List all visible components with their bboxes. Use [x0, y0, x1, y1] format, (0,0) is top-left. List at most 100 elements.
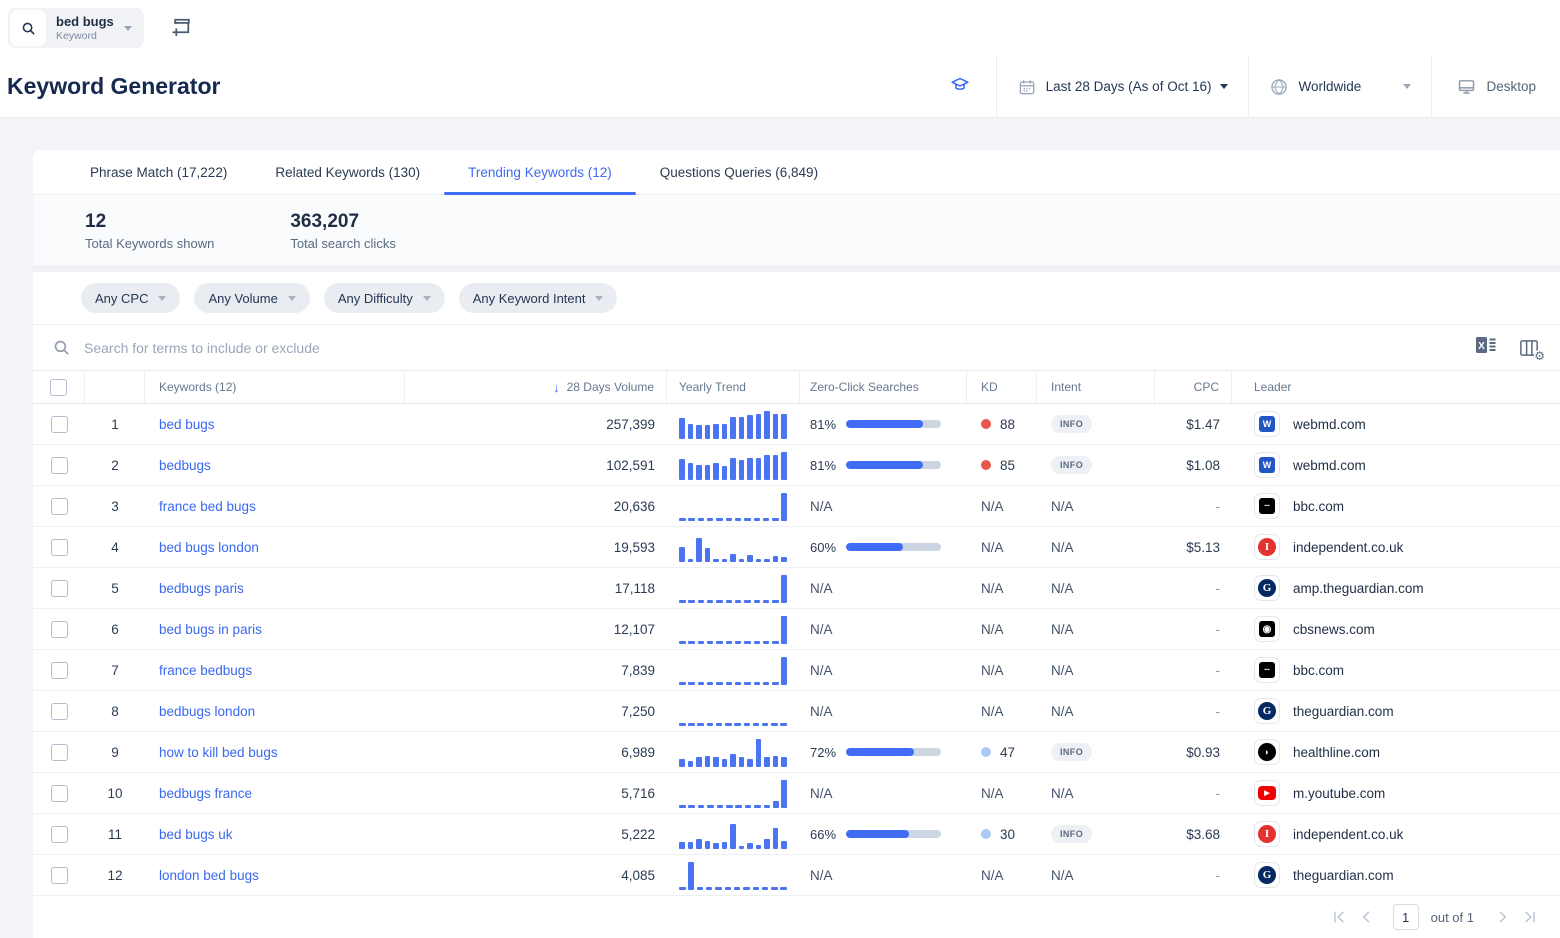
zero-click-bar	[846, 420, 941, 428]
intent-cell: INFO	[1037, 445, 1155, 485]
keyword-link[interactable]: bedbugs london	[159, 703, 256, 719]
table-row: 3 france bed bugs 20,636 N/A N/A N/A - ▪…	[33, 486, 1560, 527]
leader-cell: G theguardian.com	[1232, 691, 1560, 731]
add-to-list-button[interactable]	[169, 14, 194, 42]
column-cpc: CPC	[1155, 371, 1232, 403]
tab-phrase-match[interactable]: Phrase Match (17,222)	[90, 164, 228, 180]
row-index: 4	[111, 539, 119, 555]
tab-bar: Phrase Match (17,222) Related Keywords (…	[33, 150, 1560, 195]
row-index: 7	[111, 662, 119, 678]
prev-page-icon[interactable]	[1359, 909, 1375, 925]
keyword-link[interactable]: london bed bugs	[159, 867, 259, 883]
row-checkbox[interactable]	[50, 702, 68, 720]
filter-volume[interactable]: Any Volume	[194, 283, 310, 313]
select-all-checkbox[interactable]	[50, 378, 67, 396]
volume-value: 5,716	[621, 785, 655, 801]
cbs-favicon-icon: ◉	[1254, 616, 1280, 642]
cpc-value: $0.93	[1186, 744, 1220, 760]
column-index	[85, 371, 145, 403]
kd-cell: N/A	[981, 539, 1004, 555]
graduation-cap-icon	[949, 74, 971, 99]
keyword-link[interactable]: bed bugs	[159, 416, 215, 432]
row-index: 5	[111, 580, 119, 596]
date-range-selector[interactable]: Last 28 Days (As of Oct 16)	[997, 56, 1249, 117]
volume-value: 4,085	[621, 867, 655, 883]
row-checkbox[interactable]	[50, 661, 68, 679]
table-row: 1 bed bugs 257,399 81% 88 INFO $1.47 W w…	[33, 404, 1560, 445]
keyword-link[interactable]: bedbugs france	[159, 785, 253, 801]
yearly-trend-chart	[679, 696, 787, 726]
first-page-icon[interactable]	[1331, 909, 1347, 925]
leader-cell: ◗ healthline.com	[1232, 732, 1560, 772]
terms-search-input[interactable]	[84, 339, 1461, 356]
row-checkbox[interactable]	[50, 579, 68, 597]
webmd-favicon-icon: W	[1254, 411, 1280, 437]
keyword-link[interactable]: bed bugs london	[159, 539, 259, 555]
tab-trending-keywords[interactable]: Trending Keywords (12)	[444, 150, 636, 195]
kd-dot-icon	[981, 829, 991, 839]
zero-click-bar	[846, 543, 941, 551]
table-row: 2 bedbugs 102,591 81% 85 INFO $1.08 W we…	[33, 445, 1560, 486]
volume-value: 17,118	[614, 580, 655, 596]
keyword-link[interactable]: bedbugs paris	[159, 580, 244, 596]
education-button[interactable]	[924, 56, 996, 117]
kd-cell: 88	[967, 404, 1037, 444]
yearly-trend-chart	[679, 409, 787, 439]
filter-label: Any CPC	[95, 290, 149, 306]
table-row: 6 bed bugs in paris 12,107 N/A N/A N/A -…	[33, 609, 1560, 650]
seed-keyword-selector[interactable]: bed bugs Keyword	[8, 8, 144, 48]
keyword-link[interactable]: france bed bugs	[159, 498, 256, 514]
leader-domain: m.youtube.com	[1293, 785, 1386, 801]
row-checkbox[interactable]	[50, 497, 68, 515]
export-excel-icon[interactable]: X	[1475, 335, 1497, 360]
keyword-link[interactable]: france bedbugs	[159, 662, 253, 678]
device-selector[interactable]: Desktop	[1432, 56, 1560, 117]
row-checkbox[interactable]	[50, 415, 68, 433]
row-index: 6	[111, 621, 119, 637]
bbc-favicon-icon: ▪▪▪	[1254, 657, 1280, 683]
globe-icon	[1269, 77, 1289, 97]
volume-value: 102,591	[606, 457, 655, 473]
date-range-label: Last 28 Days (As of Oct 16)	[1045, 79, 1212, 94]
row-checkbox[interactable]	[50, 784, 68, 802]
leader-cell: G theguardian.com	[1232, 855, 1560, 895]
leader-cell: ▪▪▪ bbc.com	[1232, 486, 1560, 526]
svg-text:X: X	[1478, 341, 1485, 352]
intent-cell: N/A	[1051, 867, 1074, 883]
last-page-icon[interactable]	[1522, 909, 1538, 925]
manage-columns-icon[interactable]: ⚙	[1519, 338, 1545, 362]
filter-cpc[interactable]: Any CPC	[81, 283, 181, 313]
filter-difficulty[interactable]: Any Difficulty	[323, 283, 445, 313]
column-keywords: Keywords (12)	[145, 371, 405, 403]
keyword-link[interactable]: how to kill bed bugs	[159, 744, 278, 760]
row-checkbox[interactable]	[50, 620, 68, 638]
webmd-favicon-icon: W	[1254, 452, 1280, 478]
next-page-icon[interactable]	[1494, 909, 1510, 925]
keyword-link[interactable]: bedbugs	[159, 457, 211, 473]
row-checkbox[interactable]	[50, 538, 68, 556]
keyword-link[interactable]: bed bugs uk	[159, 826, 233, 842]
tab-questions-queries[interactable]: Questions Queries (6,849)	[659, 164, 819, 180]
table-row: 10 bedbugs france 5,716 N/A N/A N/A - ▶ …	[33, 773, 1560, 814]
table-row: 9 how to kill bed bugs 6,989 72% 47 INFO…	[33, 732, 1560, 773]
yearly-trend-chart	[679, 614, 787, 644]
table-row: 4 bed bugs london 19,593 60% N/A N/A $5.…	[33, 527, 1560, 568]
column-volume[interactable]: ↓ 28 Days Volume	[405, 371, 667, 403]
intent-cell: N/A	[1051, 539, 1074, 555]
filter-keyword-intent[interactable]: Any Keyword Intent	[458, 283, 618, 313]
row-checkbox[interactable]	[50, 866, 68, 884]
row-index: 12	[107, 867, 123, 883]
row-checkbox[interactable]	[50, 825, 68, 843]
row-checkbox[interactable]	[50, 456, 68, 474]
intent-cell: N/A	[1051, 662, 1074, 678]
keyword-link[interactable]: bed bugs in paris	[159, 621, 262, 637]
page-number-input[interactable]: 1	[1392, 904, 1419, 930]
stat-label: Total search clicks	[290, 236, 396, 251]
leader-domain: webmd.com	[1293, 457, 1366, 473]
zero-click-cell: N/A	[810, 867, 833, 883]
yearly-trend-chart	[679, 819, 787, 849]
location-selector[interactable]: Worldwide	[1249, 56, 1431, 117]
stat-label: Total Keywords shown	[85, 236, 215, 251]
row-checkbox[interactable]	[50, 743, 68, 761]
tab-related-keywords[interactable]: Related Keywords (130)	[275, 164, 421, 180]
